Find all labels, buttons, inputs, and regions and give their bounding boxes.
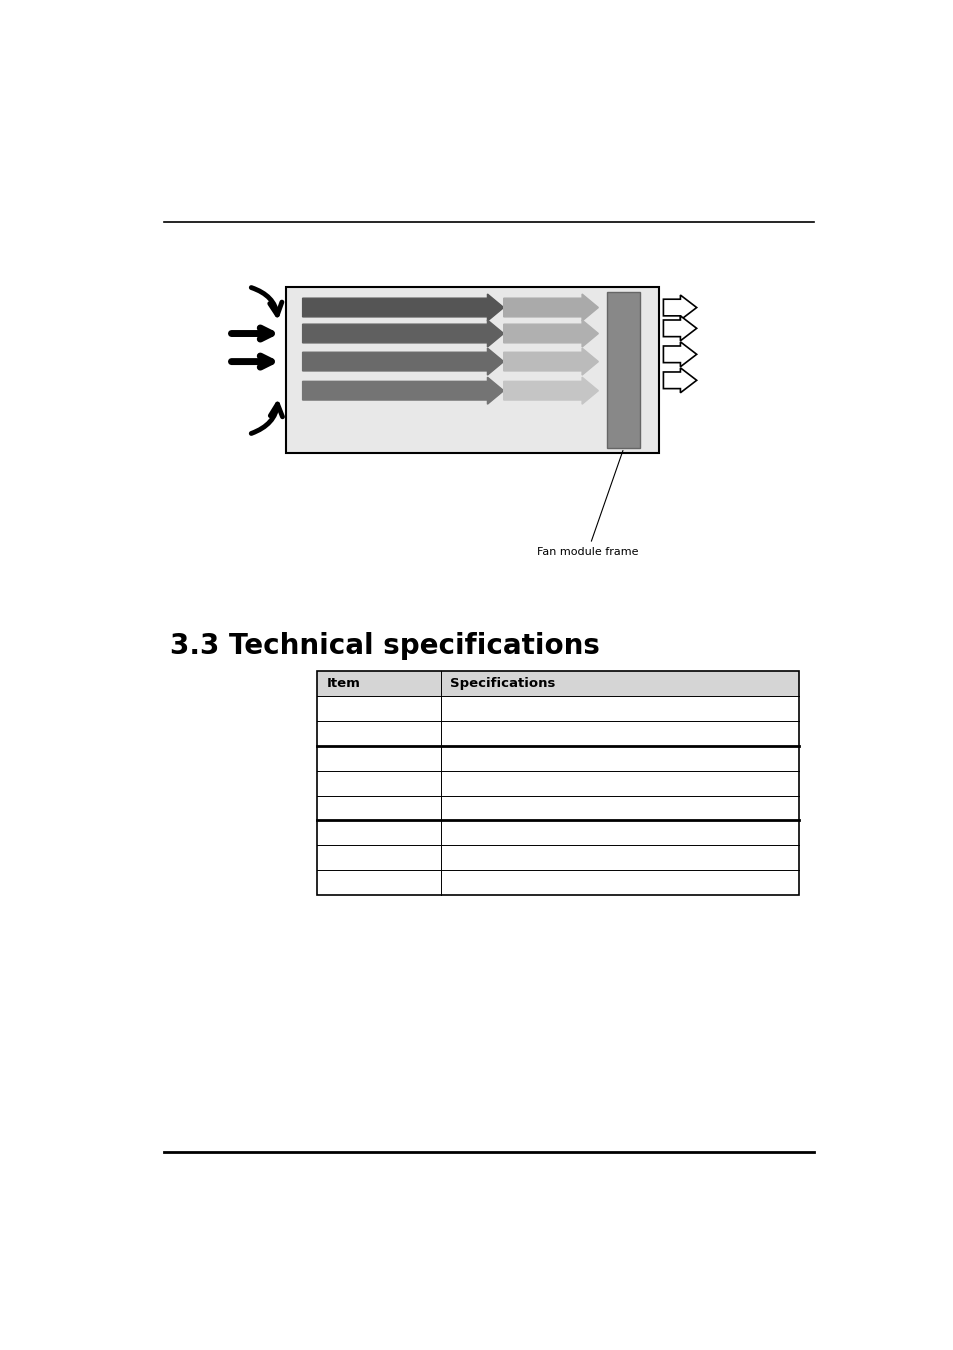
FancyArrow shape [503,320,598,347]
Text: 3.3 Technical specifications: 3.3 Technical specifications [170,632,598,660]
Text: Specifications: Specifications [449,678,555,690]
Bar [317,671,799,697]
FancyArrow shape [302,320,503,347]
FancyArrow shape [503,294,598,321]
FancyArrow shape [662,296,696,320]
FancyArrow shape [662,342,696,367]
Bar [606,292,639,448]
Bar [317,671,799,895]
FancyArrow shape [503,348,598,375]
FancyArrow shape [302,377,503,404]
FancyArrow shape [662,367,696,393]
FancyArrow shape [302,348,503,375]
Text: Fan module frame: Fan module frame [537,451,638,556]
FancyArrow shape [302,294,503,321]
FancyArrow shape [662,316,696,340]
Bar [285,286,659,454]
Text: Item: Item [326,678,360,690]
FancyArrow shape [503,377,598,404]
